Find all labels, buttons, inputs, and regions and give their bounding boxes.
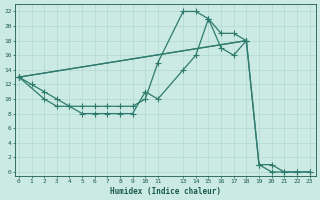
X-axis label: Humidex (Indice chaleur): Humidex (Indice chaleur) [110,187,221,196]
